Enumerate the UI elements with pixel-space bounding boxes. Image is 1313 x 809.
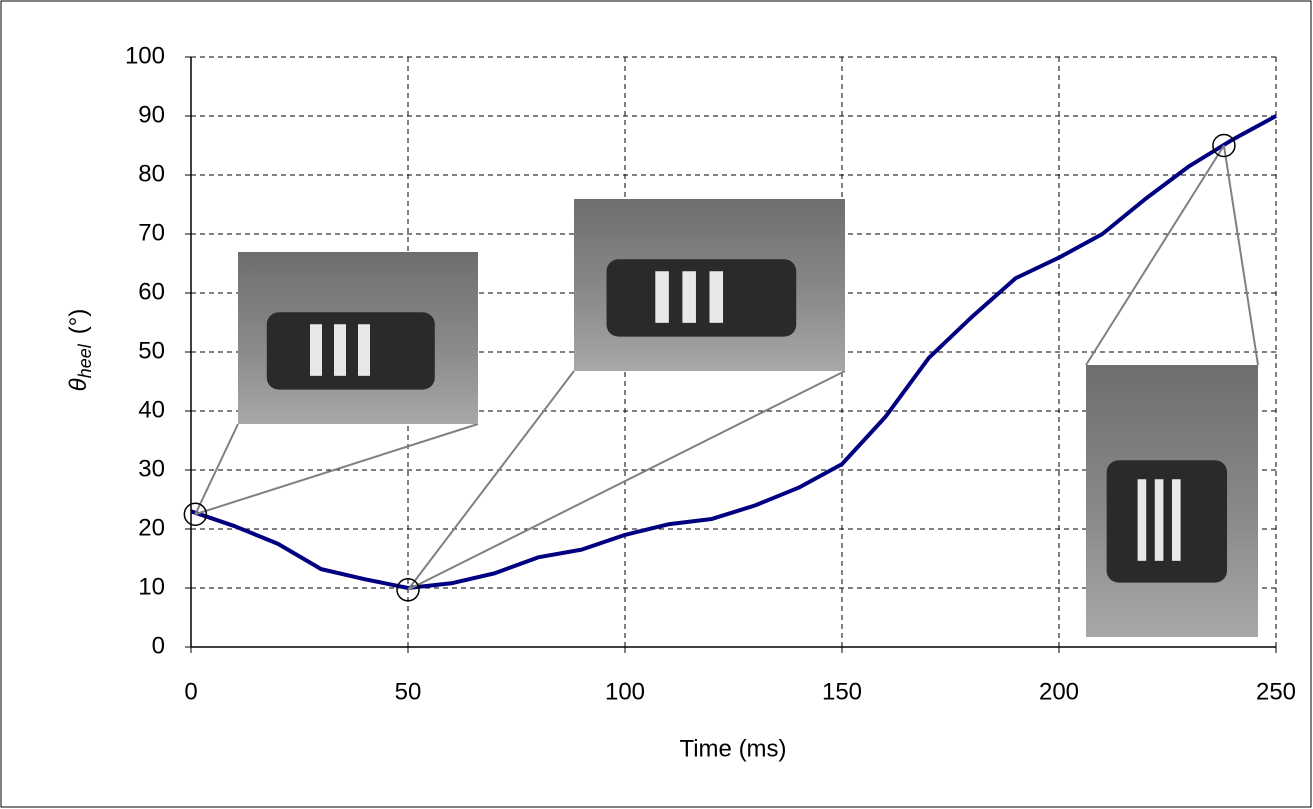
photo-shoe xyxy=(1106,460,1228,583)
x-tick-label: 100 xyxy=(605,678,645,705)
photo-stripe xyxy=(1172,479,1181,561)
y-axis-label: θheel (°) xyxy=(65,309,94,392)
y-tick-label: 70 xyxy=(138,219,165,246)
connector xyxy=(407,370,846,591)
x-axis-label: Time (ms) xyxy=(679,735,786,762)
connector xyxy=(407,370,575,591)
y-tick-label: 80 xyxy=(138,160,165,187)
data-line xyxy=(190,114,1277,590)
x-tick-label: 0 xyxy=(184,678,197,705)
x-tick-label: 200 xyxy=(1039,678,1079,705)
photo-stripe xyxy=(1137,479,1147,561)
y-tick-label: 50 xyxy=(138,337,165,364)
connector xyxy=(1085,144,1225,366)
highlight xyxy=(1212,133,1236,158)
x-tick-label: 50 xyxy=(395,678,422,705)
y-label-subscript: heel xyxy=(75,343,95,378)
photo-shoe xyxy=(266,312,435,390)
photo-stripe xyxy=(358,324,370,376)
photo-stripe xyxy=(1154,479,1164,561)
connector xyxy=(194,423,239,515)
y-tick-label: 90 xyxy=(138,101,165,128)
x-tick-label: 250 xyxy=(1256,678,1296,705)
connector xyxy=(195,423,479,516)
y-tick-label: 0 xyxy=(152,632,165,659)
plot xyxy=(190,114,1277,590)
y-tick-label: 40 xyxy=(138,396,165,423)
highlight xyxy=(396,578,420,602)
y-tick-label: 20 xyxy=(138,514,165,541)
photo-stripe xyxy=(334,324,346,376)
y-label-unit: (°) xyxy=(65,309,92,335)
photo-stripe xyxy=(709,271,724,323)
photo-stripe xyxy=(310,324,322,376)
y-label-symbol: θ xyxy=(65,378,92,391)
y-tick-label: 30 xyxy=(138,455,165,482)
y-tick-label: 10 xyxy=(138,573,165,600)
y-tick-label: 100 xyxy=(125,42,165,69)
photo-stripe xyxy=(682,271,696,323)
highlight xyxy=(183,502,208,526)
x-tick-label: 150 xyxy=(822,678,862,705)
connector xyxy=(1222,145,1259,366)
photo-shoe xyxy=(606,259,797,337)
y-tick-label: 60 xyxy=(138,278,165,305)
photo-stripe xyxy=(655,271,669,323)
